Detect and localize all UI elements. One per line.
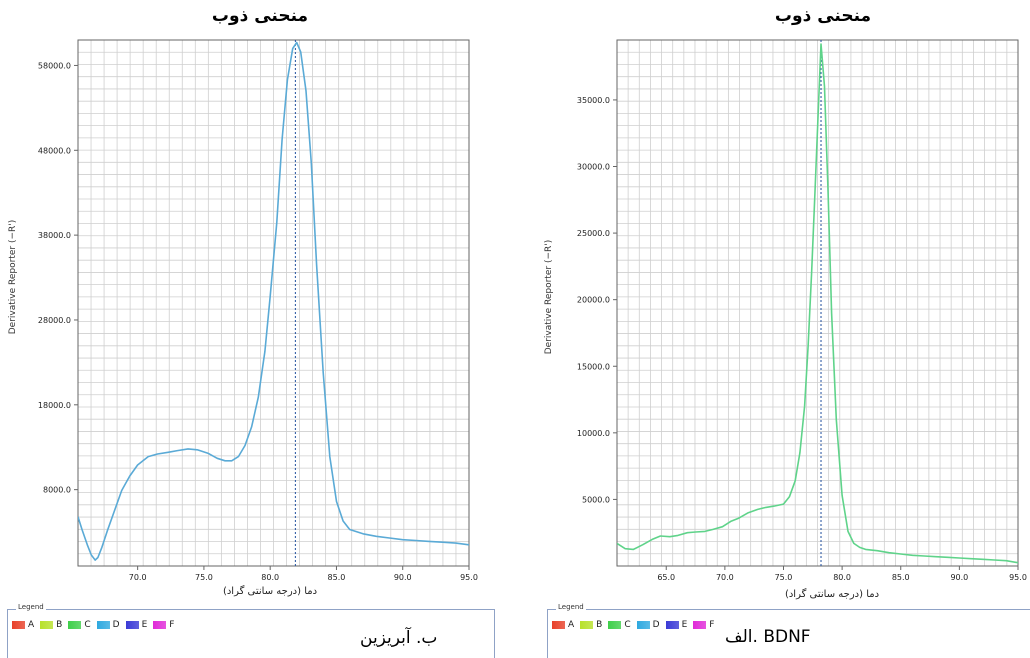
chart-panel-right: منحنی ذوب Derivative Reporter (−R') 5000… [515, 0, 1030, 658]
legend-item: B [580, 620, 602, 630]
legend-item: F [693, 620, 714, 630]
y-tick-label: 15000.0 [577, 362, 610, 371]
legend-swatch [636, 621, 650, 629]
y-tick-label: 18000.0 [38, 401, 71, 410]
legend-label: A [568, 620, 575, 630]
legend-label: E [681, 620, 688, 630]
legend-label: D [652, 620, 660, 630]
legend-items: A B C D E F [552, 620, 714, 630]
legend-swatch [608, 621, 622, 629]
y-tick-label: 38000.0 [38, 231, 71, 240]
y-tick-label: 48000.0 [38, 146, 71, 155]
x-tick-label: 95.0 [1009, 573, 1027, 582]
legend-item: E [125, 620, 148, 630]
legend-title: Legend [16, 603, 46, 611]
chart-title: منحنی ذوب [774, 6, 872, 26]
legend-label: C [624, 620, 631, 630]
legend-swatch [12, 621, 25, 629]
legend-swatch [580, 621, 594, 629]
legend-item: C [608, 620, 631, 630]
plot-frame [616, 39, 1019, 567]
legend: Legend A B C D E F [547, 603, 1030, 658]
y-tick-label: 5000.0 [582, 495, 610, 504]
y-tick-label: 8000.0 [43, 486, 71, 495]
legend-item: B [40, 620, 62, 630]
chart-title: منحنی ذوب [211, 6, 309, 26]
x-tick-label: 80.0 [261, 573, 279, 582]
legend-item: D [636, 620, 660, 630]
x-axis-label: دما (درجه سانتی گراد) [205, 586, 335, 597]
legend-swatch [125, 621, 139, 629]
melt-curve-chart: 5000.0 10000.0 15000.0 20000.0 25000.0 30000.… [577, 39, 1027, 582]
y-tick-label: 10000.0 [577, 429, 610, 438]
legend-label: B [596, 620, 603, 630]
x-tick-label: 85.0 [892, 573, 910, 582]
legend-label: F [709, 620, 715, 630]
y-tick-label: 58000.0 [38, 61, 71, 70]
legend-label: A [28, 620, 35, 630]
plot-frame [77, 39, 470, 567]
series-line [78, 41, 469, 561]
legend-swatch [68, 621, 82, 629]
panel-caption: ب. آبریزین [360, 628, 438, 648]
x-tick-label: 70.0 [716, 573, 734, 582]
legend-item: F [153, 620, 174, 630]
legend-swatch [665, 621, 679, 629]
x-tick-label: 70.0 [129, 573, 147, 582]
series-line [617, 43, 1018, 564]
x-axis-label: دما (درجه سانتی گراد) [767, 589, 897, 600]
chart-panel-left: منحنی ذوب Derivative Reporter (−R') 8000… [0, 0, 515, 658]
y-tick-label: 30000.0 [577, 163, 610, 172]
legend-label: C [84, 620, 91, 630]
legend-item: A [552, 620, 574, 630]
legend-label: B [56, 620, 63, 630]
y-tick-label: 20000.0 [577, 296, 610, 305]
legend-label: F [169, 620, 175, 630]
y-tick-label: 28000.0 [38, 316, 71, 325]
legend-items: A B C D E F [12, 620, 174, 630]
y-tick-label: 35000.0 [577, 96, 610, 105]
legend-label: E [141, 620, 148, 630]
legend-item: C [68, 620, 91, 630]
legend-swatch [552, 621, 565, 629]
x-tick-label: 80.0 [833, 573, 851, 582]
legend: Legend A B C D E F [7, 603, 495, 658]
legend-swatch [153, 621, 167, 629]
x-tick-label: 75.0 [195, 573, 213, 582]
panel-caption: الف. BDNF [725, 627, 811, 647]
legend-swatch [693, 621, 707, 629]
x-tick-label: 90.0 [394, 573, 412, 582]
legend-label: D [112, 620, 120, 630]
legend-item: D [96, 620, 120, 630]
legend-item: E [665, 620, 688, 630]
x-tick-label: 85.0 [328, 573, 346, 582]
legend-item: A [12, 620, 34, 630]
legend-title: Legend [556, 603, 586, 611]
x-tick-label: 90.0 [950, 573, 968, 582]
x-tick-label: 65.0 [657, 573, 675, 582]
x-tick-label: 95.0 [460, 573, 478, 582]
legend-swatch [96, 621, 110, 629]
melt-curve-chart: 8000.0 18000.0 28000.0 38000.0 48000.0 58000.… [38, 39, 478, 582]
legend-swatch [40, 621, 54, 629]
x-tick-label: 75.0 [775, 573, 793, 582]
y-tick-label: 25000.0 [577, 229, 610, 238]
